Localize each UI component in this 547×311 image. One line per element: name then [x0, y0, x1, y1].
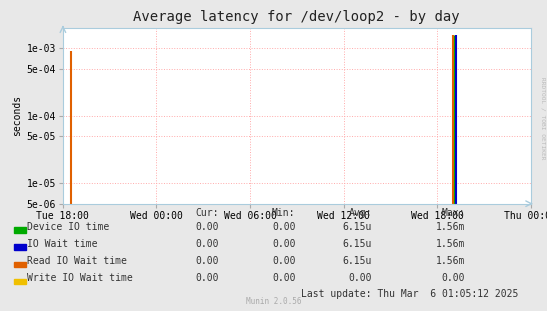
Text: Device IO time: Device IO time [27, 222, 109, 232]
Text: Last update: Thu Mar  6 01:05:12 2025: Last update: Thu Mar 6 01:05:12 2025 [301, 289, 518, 299]
Text: Read IO Wait time: Read IO Wait time [27, 256, 127, 266]
Text: 0.00: 0.00 [195, 222, 219, 232]
Text: 1.56m: 1.56m [435, 239, 465, 249]
Title: Average latency for /dev/loop2 - by day: Average latency for /dev/loop2 - by day [133, 10, 460, 24]
Text: 6.15u: 6.15u [342, 222, 372, 232]
Text: 1.56m: 1.56m [435, 256, 465, 266]
Text: 0.00: 0.00 [272, 222, 295, 232]
Text: Avg:: Avg: [348, 208, 372, 218]
Text: RRDTOOL / TOBI OETIKER: RRDTOOL / TOBI OETIKER [541, 77, 546, 160]
Text: 0.00: 0.00 [195, 256, 219, 266]
Text: 1.56m: 1.56m [435, 222, 465, 232]
Text: Cur:: Cur: [195, 208, 219, 218]
Text: Max:: Max: [441, 208, 465, 218]
Text: IO Wait time: IO Wait time [27, 239, 98, 249]
Text: Min:: Min: [272, 208, 295, 218]
Text: 0.00: 0.00 [195, 273, 219, 283]
Text: Write IO Wait time: Write IO Wait time [27, 273, 133, 283]
Text: 0.00: 0.00 [195, 239, 219, 249]
Y-axis label: seconds: seconds [13, 95, 22, 137]
Text: 0.00: 0.00 [348, 273, 372, 283]
Text: Munin 2.0.56: Munin 2.0.56 [246, 297, 301, 306]
Text: 0.00: 0.00 [272, 239, 295, 249]
Text: 6.15u: 6.15u [342, 256, 372, 266]
Text: 0.00: 0.00 [272, 273, 295, 283]
Text: 0.00: 0.00 [272, 256, 295, 266]
Text: 0.00: 0.00 [441, 273, 465, 283]
Text: 6.15u: 6.15u [342, 239, 372, 249]
